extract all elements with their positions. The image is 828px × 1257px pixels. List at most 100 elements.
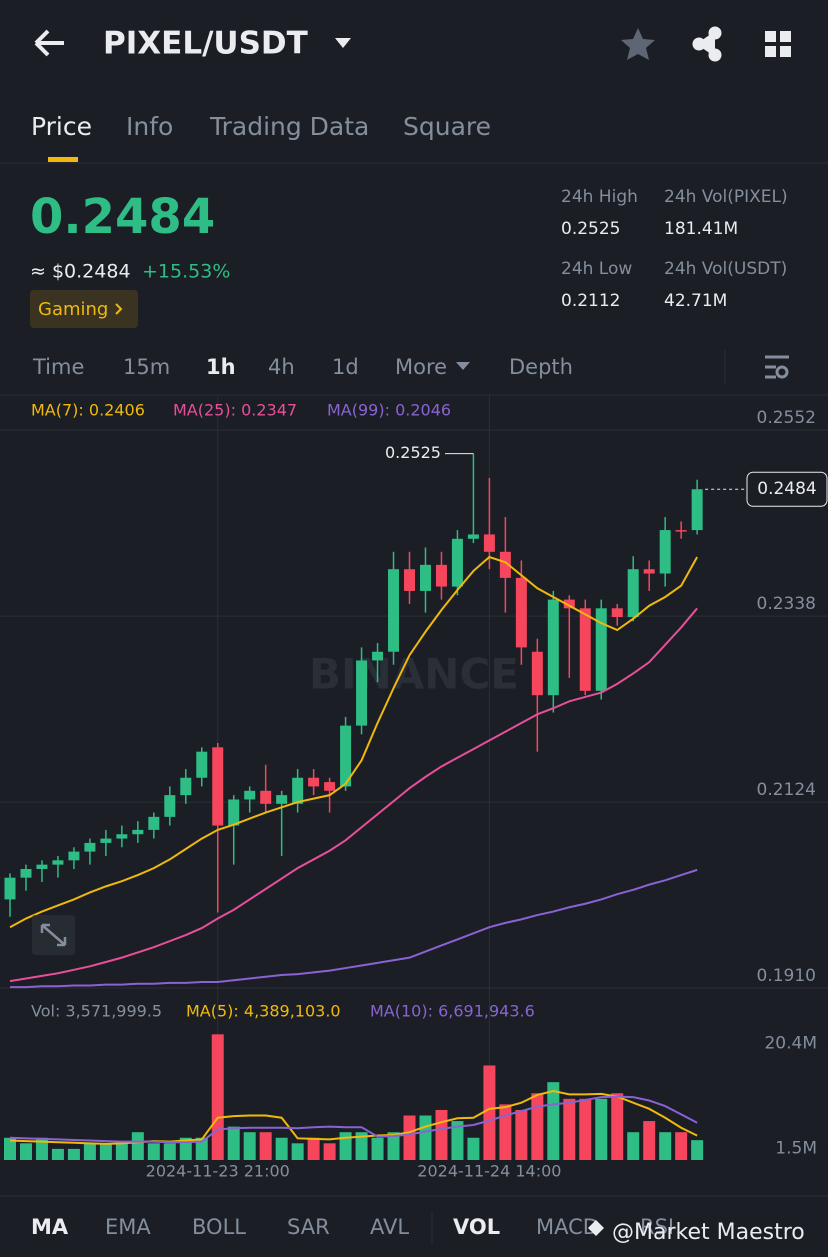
volume-bar [515, 1109, 528, 1160]
volume-bar [259, 1132, 272, 1160]
ma-line [9, 1095, 698, 1144]
candle-body [68, 851, 80, 861]
candle-body [675, 530, 687, 532]
interval[interactable]: More [395, 355, 447, 379]
grid-icon[interactable] [765, 31, 791, 57]
y-tick-label: 0.2338 [757, 594, 816, 614]
tag[interactable]: Gaming [38, 299, 108, 320]
indicator-tab[interactable]: VOL [453, 1215, 500, 1239]
back-button[interactable] [34, 29, 64, 57]
indicator-tab[interactable]: EMA [105, 1215, 151, 1239]
interval[interactable]: 1d [332, 355, 359, 379]
volume-bar [355, 1132, 368, 1160]
volume-bar [611, 1093, 624, 1160]
more-arrow [456, 362, 470, 370]
stat-value: 181.41M [664, 219, 738, 239]
ma-line [9, 607, 698, 983]
interval[interactable]: 4h [268, 355, 295, 379]
volume-bar [579, 1098, 592, 1160]
candle-body [531, 651, 543, 696]
volume-bar [595, 1098, 608, 1160]
candle-body [643, 569, 655, 574]
candle-body [20, 868, 32, 878]
volume-bar [179, 1137, 192, 1160]
legend-entry: MA(10): 6,691,943.6 [370, 1002, 535, 1021]
volume-bar [547, 1082, 560, 1160]
ma-line [9, 555, 699, 929]
candle-body [435, 564, 447, 587]
candle-body [244, 790, 256, 800]
last-price-box [746, 471, 828, 507]
indicator-tab[interactable]: AVL [370, 1215, 409, 1239]
x-tick-label: 2024-11-23 21:00 [146, 1162, 290, 1181]
volume-bar [195, 1137, 208, 1160]
volume-bar [659, 1132, 672, 1160]
candle-body [467, 534, 479, 539]
favorite-icon[interactable] [621, 28, 655, 60]
candle-body [180, 777, 192, 796]
volume-bar [4, 1137, 16, 1160]
watermark: BINANCE [309, 650, 519, 699]
candle-body [340, 725, 352, 787]
indicator-tab[interactable]: BOLL [192, 1215, 246, 1239]
volume-bar [371, 1137, 384, 1160]
stat-label: 24h High [561, 187, 638, 207]
volume-bar [67, 1148, 80, 1160]
tab[interactable]: Trading Data [209, 112, 369, 141]
tab[interactable]: Price [31, 112, 92, 141]
pair-dropdown[interactable] [335, 38, 351, 48]
candle-body [164, 795, 176, 817]
volume-bar [499, 1104, 512, 1160]
y-tick-label: 0.1910 [757, 966, 816, 986]
fiat-price: ≈ $0.2484 [30, 261, 131, 283]
candle-body [691, 489, 703, 531]
y-tick-label: 1.5M [775, 1139, 817, 1159]
interval[interactable]: Depth [509, 355, 573, 379]
indicator-tab[interactable]: MACD [536, 1215, 599, 1239]
share-icon[interactable] [692, 26, 722, 62]
pair-title[interactable]: PIXEL/USDT [103, 26, 308, 62]
interval[interactable]: 15m [123, 355, 170, 379]
interval[interactable]: 1h [206, 355, 236, 379]
volume-bar [675, 1132, 688, 1160]
volume-bar [403, 1115, 416, 1160]
tab[interactable]: Info [126, 112, 173, 141]
interval[interactable]: Time [32, 355, 84, 379]
volume-bar [563, 1098, 576, 1160]
volume-bar [419, 1115, 432, 1160]
volume-bar [147, 1143, 160, 1160]
candle-body [547, 599, 559, 696]
candle-body [196, 751, 208, 778]
volume-bar [163, 1143, 176, 1160]
candle-body [308, 777, 320, 787]
last-price: 0.2484 [30, 189, 215, 245]
tag-chevron [115, 303, 123, 315]
candle-body [132, 829, 144, 835]
indicator-tab[interactable]: RSI [640, 1215, 674, 1239]
volume-bar [51, 1148, 64, 1160]
candle-body [404, 569, 415, 591]
candle-body [451, 538, 463, 587]
settings-icon[interactable] [765, 355, 789, 379]
volume-bar [435, 1109, 448, 1160]
legend-entry: MA(99): 0.2046 [327, 401, 451, 420]
candle-body [515, 577, 527, 648]
candle-body [388, 569, 400, 652]
volume-bar [99, 1143, 112, 1160]
volume-bar [691, 1140, 704, 1160]
candle-body [116, 834, 128, 839]
candle-body [276, 795, 288, 804]
candle-body [499, 551, 511, 578]
candle-body [228, 799, 240, 826]
expand-icon [40, 923, 67, 947]
indicator-tab[interactable]: MA [31, 1215, 69, 1239]
candle-body [563, 599, 575, 609]
tag-box[interactable] [30, 290, 138, 328]
tab[interactable]: Square [403, 112, 491, 141]
volume-bar [131, 1132, 144, 1160]
candle-body [52, 860, 64, 865]
candle-body [595, 608, 607, 691]
indicator-tab[interactable]: SAR [287, 1215, 330, 1239]
volume-bar [643, 1121, 656, 1160]
